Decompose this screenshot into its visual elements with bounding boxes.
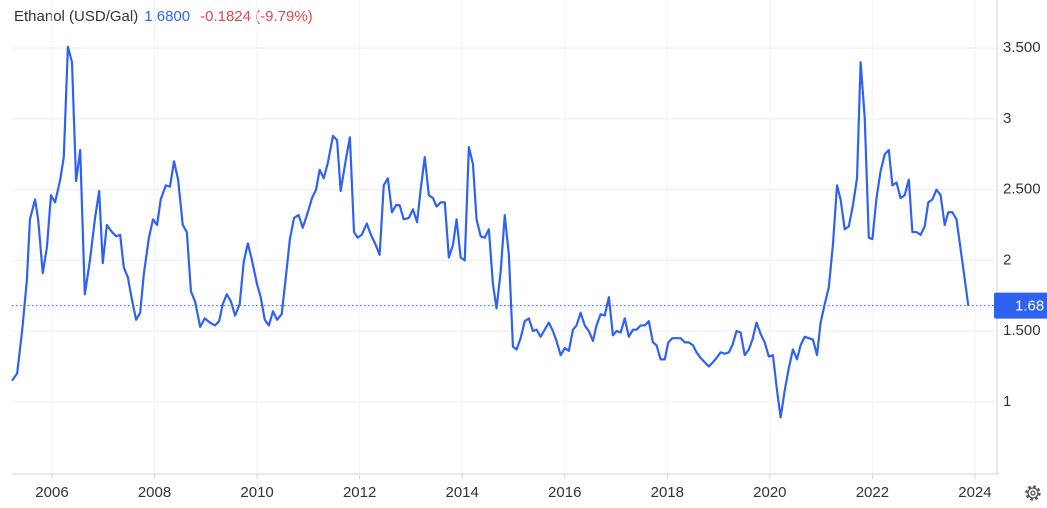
last-price-badge: [994, 292, 1047, 319]
y-tick-label: 2.500: [1003, 181, 1041, 198]
gear-teeth: [1025, 485, 1041, 501]
y-tick-label: 3: [1003, 110, 1011, 127]
price-line: [11, 45, 970, 419]
x-tick-label: 2010: [240, 484, 273, 501]
x-tick-label: 2024: [958, 484, 991, 501]
x-tick-label: 2022: [856, 484, 889, 501]
price: 1.6800: [144, 8, 190, 25]
y-tick-label: 1.500: [1003, 322, 1041, 339]
y-tick-label: 1: [1003, 393, 1011, 410]
y-tick-label: 2: [1003, 251, 1011, 268]
gear-hole: [1030, 490, 1036, 496]
x-tick-label: 2018: [651, 484, 684, 501]
chart-title: Ethanol (USD/Gal): [14, 8, 138, 25]
x-tick-label: 2016: [548, 484, 581, 501]
x-tick-label: 2020: [753, 484, 786, 501]
x-tick-label: 2008: [138, 484, 171, 501]
x-tick-label: 2014: [446, 484, 479, 501]
x-tick-label: 2006: [35, 484, 68, 501]
change: -0.1824 (-9.79%): [200, 8, 313, 25]
settings-button[interactable]: [1025, 485, 1041, 501]
gear-body: [1027, 487, 1039, 499]
x-tick-label: 2012: [343, 484, 376, 501]
last-price-label: 1.68: [1015, 298, 1044, 315]
chart-header: Ethanol (USD/Gal) 1.6800 -0.1824 (-9.79%): [14, 8, 313, 25]
y-tick-label: 3.500: [1003, 39, 1041, 56]
